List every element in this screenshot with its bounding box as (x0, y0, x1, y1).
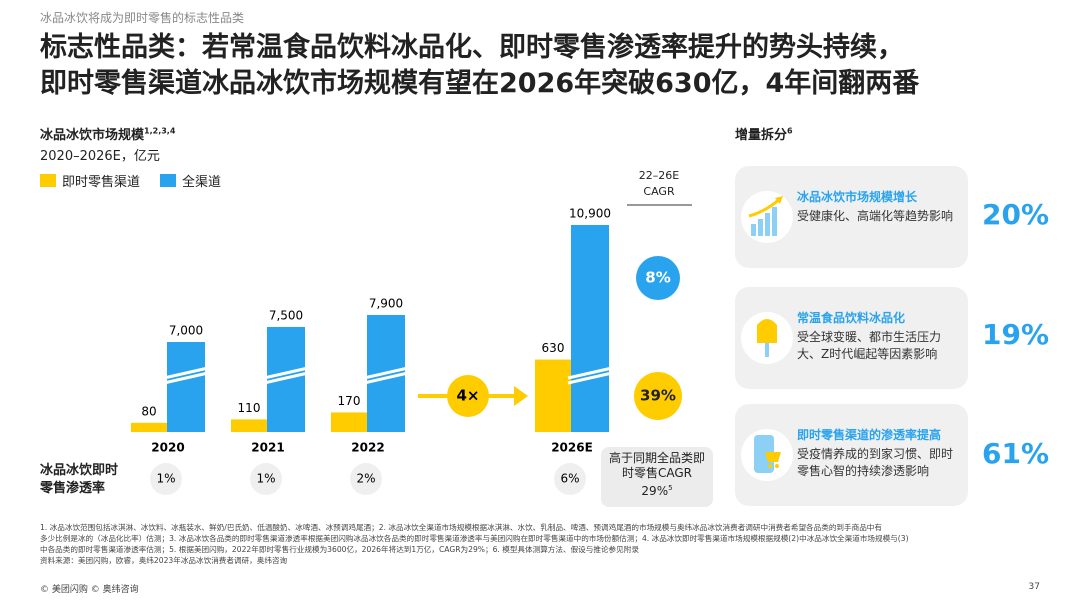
sup: 6 (787, 126, 793, 136)
card-value: 20% (982, 198, 1050, 231)
value-label: 630 (542, 341, 565, 355)
legend: 即时零售渠道 全渠道 (40, 171, 221, 190)
value-label: 110 (238, 401, 261, 415)
note-text: 高于同期全品类即时零售CAGR 29% (608, 451, 705, 498)
card-value: 61% (982, 437, 1050, 470)
bar (231, 419, 267, 432)
icon (741, 312, 793, 364)
multiplier-badge (447, 375, 489, 417)
bar (331, 412, 367, 432)
footnote: 中各品类的即时零售渠道渗透率估测；5. 根据美团闪购，2022年即时零售行业规模… (40, 545, 639, 554)
cagr-header-line: 22–26E (638, 169, 680, 182)
cagr-header-line: CAGR (643, 185, 675, 198)
bar (535, 359, 571, 432)
card: 即时零售渠道的渗透率提高 受疫情养成的到家习惯、即时零售心智的持续渗透影响 (735, 404, 968, 506)
legend-label: 全渠道 (182, 175, 222, 190)
footnote: 多少比例是冰的（冰品化比率）估测；3. 冰品冰饮各品类的即时零售渠道渗透率根据美… (40, 534, 909, 543)
card: 冰品冰饮市场规模增长 受健康化、高端化等趋势影响 (735, 166, 968, 268)
penetration-value: 1% (256, 472, 275, 486)
penetration-value: 2% (356, 472, 375, 486)
penetration-badge (350, 463, 382, 495)
arrow-head (514, 386, 528, 406)
legend-label: 即时零售渠道 (62, 175, 141, 190)
value-label: 10,900 (569, 207, 611, 221)
axis-break (363, 366, 409, 385)
legend-swatch (40, 174, 56, 187)
x-tick-label: 2022 (351, 441, 384, 455)
bar (131, 422, 167, 432)
title-line: 标志性品类：若常温食品饮料冰品化、即时零售渗透率提升的势头持续， (40, 32, 904, 63)
value-label: 7,900 (369, 297, 403, 311)
sup: 1,2,3,4 (144, 126, 176, 136)
card-title: 即时零售渠道的渗透率提高 (797, 428, 942, 442)
x-tick-label: 2026E (551, 441, 593, 455)
footnotes: 1. 冰品冰饮范围包括冰淇淋、冰饮料、冰瓶装水、鲜奶/巴氏奶、低温酸奶、冰啤酒、… (40, 522, 1050, 566)
icon (741, 191, 793, 243)
axis-break (163, 366, 209, 385)
multiplier: 4× (456, 387, 479, 405)
value-label: 80 (141, 404, 156, 418)
copyright: © 美团闪购 © 奥纬咨询 (40, 585, 139, 595)
title: 标志性品类：若常温食品饮料冰品化、即时零售渗透率提升的势头持续， 即时零售渠道冰… (40, 30, 919, 102)
card-desc: 受健康化、高端化等趋势影响 (797, 209, 954, 223)
x-tick-label: 2021 (251, 441, 284, 455)
x-tick-label: 2020 (151, 441, 184, 455)
penetration-value: 6% (560, 472, 579, 486)
kicker: 冰品冰饮将成为即时零售的标志性品类 (40, 11, 245, 25)
footnote: 1. 冰品冰饮范围包括冰淇淋、冰饮料、冰瓶装水、鲜奶/巴氏奶、低温酸奶、冰啤酒、… (40, 523, 882, 532)
bar (167, 342, 205, 432)
penetration-label: 冰品冰饮即时零售渗透率 (40, 463, 119, 496)
axis-break (263, 366, 309, 385)
cagr-value: 39% (640, 387, 676, 405)
breakdown-title: 增量拆分6 (735, 124, 793, 143)
value-label: 170 (338, 394, 361, 408)
value-label: 7,000 (169, 324, 203, 338)
note: 高于同期全品类即时零售CAGR 29%5 (601, 447, 713, 507)
value-label: 7,500 (269, 309, 303, 323)
penetration-badge (554, 463, 586, 495)
sup: 5 (668, 484, 673, 492)
legend-swatch (160, 174, 177, 187)
cagr-badge (634, 372, 682, 420)
page-number: 37 (1028, 582, 1040, 592)
icon (741, 429, 793, 481)
cagr-value: 8% (645, 269, 670, 287)
footnote: 资料来源：美团闪购，欧睿，奥纬2023年冰品冰饮消费者调研，奥纬咨询 (40, 556, 288, 565)
penetration-badge (250, 463, 282, 495)
card-desc: 受疫情养成的到家习惯、即时零售心智的持续渗透影响 (797, 447, 954, 478)
penetration-badge (150, 463, 182, 495)
card-desc: 受全球变暖、都市生活压力大、Z时代崛起等因素影响 (797, 330, 942, 361)
chart-title-text: 冰品冰饮市场规模 (40, 128, 145, 143)
card-title: 冰品冰饮市场规模增长 (797, 190, 918, 204)
cagr-badge (636, 256, 680, 300)
bar (571, 225, 609, 432)
card-value: 19% (982, 318, 1050, 351)
chart-subtitle: 2020–2026E，亿元 (40, 149, 160, 164)
cagr-header: 22–26E CAGR (628, 168, 690, 200)
card-title: 常温食品饮料冰品化 (797, 311, 906, 325)
axis-break (567, 366, 613, 385)
chart-title: 冰品冰饮市场规模1,2,3,4 (40, 124, 175, 143)
card: 常温食品饮料冰品化 受全球变暖、都市生活压力大、Z时代崛起等因素影响 (735, 287, 968, 389)
title-line: 即时零售渠道冰品冰饮市场规模有望在2026年突破630亿，4年间翻两番 (40, 68, 920, 99)
breakdown-title-text: 增量拆分 (735, 128, 788, 143)
penetration-value: 1% (156, 472, 175, 486)
